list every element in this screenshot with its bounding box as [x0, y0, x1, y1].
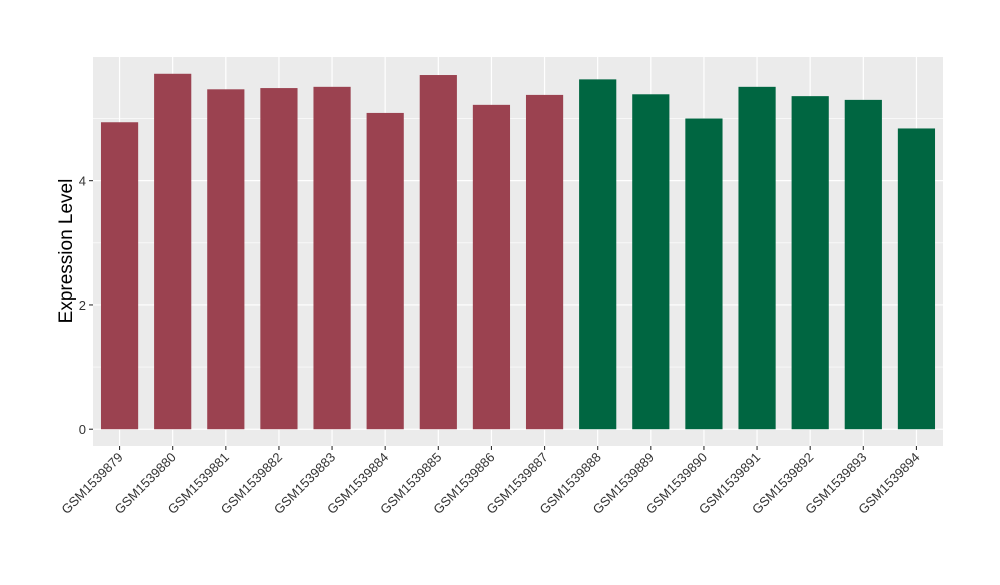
bar-GSM1539893: [844, 99, 882, 430]
bar-GSM1539885: [419, 75, 457, 430]
bar-GSM1539883: [313, 86, 351, 430]
bar-GSM1539891: [738, 86, 776, 430]
y-axis-title: Expression Level: [56, 179, 77, 324]
bars: [100, 73, 936, 430]
bar-GSM1539890: [685, 118, 723, 430]
bar-GSM1539881: [207, 89, 245, 430]
y-tick-label: 2: [79, 298, 86, 313]
bar-GSM1539886: [472, 104, 511, 430]
bar-GSM1539879: [100, 122, 139, 430]
y-tick-label: 4: [79, 174, 86, 189]
bar-GSM1539889: [632, 94, 670, 430]
bar-GSM1539888: [579, 79, 617, 430]
bar-GSM1539887: [525, 94, 564, 430]
bar-GSM1539882: [260, 88, 298, 430]
bar-GSM1539892: [791, 96, 829, 430]
y-tick-label: 0: [79, 422, 86, 437]
bar-GSM1539884: [366, 112, 404, 430]
bar-GSM1539894: [897, 128, 936, 430]
bar-GSM1539880: [154, 73, 192, 430]
